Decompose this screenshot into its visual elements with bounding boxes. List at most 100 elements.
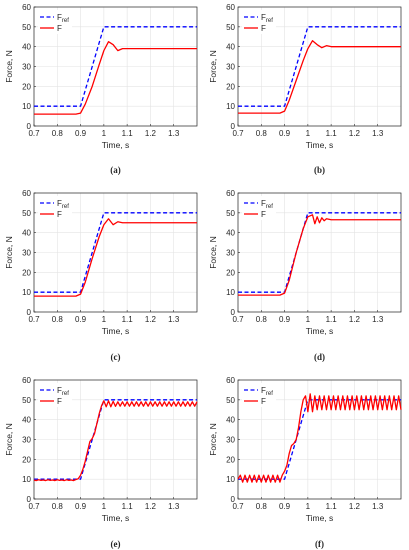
x-tick-label: 1 <box>102 502 107 511</box>
series-line-fref <box>238 26 401 107</box>
x-tick-label: 1.1 <box>326 502 338 511</box>
y-tick-label: 20 <box>226 455 235 464</box>
series-line-f <box>238 40 401 114</box>
legend-label-subscript: ref <box>62 204 69 210</box>
x-tick-label: 1.1 <box>122 502 134 511</box>
x-tick-label: 0.9 <box>75 502 87 511</box>
legend-label-subscript: ref <box>266 391 273 397</box>
x-tick-label: 0.7 <box>232 502 244 511</box>
series-line-fref <box>34 212 197 293</box>
series-line-f <box>34 41 197 115</box>
legend-box <box>38 196 72 220</box>
y-tick-label: 20 <box>22 268 31 277</box>
y-tick-label: 40 <box>226 416 235 425</box>
y-tick-label: 30 <box>226 63 235 72</box>
y-tick-label: 30 <box>22 436 31 445</box>
axes-box <box>237 192 402 313</box>
y-tick-label: 50 <box>226 209 235 218</box>
y-tick-label: 30 <box>22 63 31 72</box>
x-tick-label: 0.8 <box>52 129 64 138</box>
legend-box <box>242 10 276 34</box>
x-tick-label: 0.7 <box>28 129 40 138</box>
y-tick-label: 0 <box>231 495 236 504</box>
x-tick-label: 1.3 <box>372 315 384 324</box>
y-tick-label: 40 <box>22 43 31 52</box>
x-tick-label: 0.7 <box>232 129 244 138</box>
legend-label-subscript: ref <box>266 18 273 24</box>
y-tick-label: 50 <box>22 23 31 32</box>
x-tick-label: 1 <box>102 315 107 324</box>
y-tick-label: 0 <box>27 495 32 504</box>
legend-label: Fref <box>57 386 69 397</box>
x-tick-label: 1.1 <box>326 315 338 324</box>
y-tick-label: 60 <box>226 3 235 12</box>
axes-box <box>33 192 198 313</box>
x-axis-label: Time, s <box>102 326 130 336</box>
legend-label: F <box>57 24 62 33</box>
y-tick-label: 0 <box>27 308 32 317</box>
panel-caption: (c) <box>111 352 121 362</box>
legend-label: F <box>261 24 266 33</box>
y-tick-label: 40 <box>226 43 235 52</box>
y-tick-label: 0 <box>231 122 236 131</box>
y-tick-label: 10 <box>226 288 235 297</box>
y-tick-label: 30 <box>226 436 235 445</box>
axes-box <box>237 379 402 500</box>
x-tick-label: 0.7 <box>28 502 40 511</box>
series-line-f <box>238 214 401 296</box>
legend-box <box>242 196 276 220</box>
axes-box <box>237 6 402 127</box>
x-axis-label: Time, s <box>306 140 334 150</box>
x-tick-label: 0.9 <box>75 129 87 138</box>
y-tick-label: 40 <box>22 416 31 425</box>
y-tick-label: 60 <box>226 189 235 198</box>
legend-label: Fref <box>57 13 69 24</box>
y-tick-label: 0 <box>27 122 32 131</box>
y-tick-label: 20 <box>226 268 235 277</box>
x-tick-label: 1.2 <box>349 315 361 324</box>
y-axis-label: Force, N <box>208 50 218 83</box>
legend-label: Fref <box>261 13 273 24</box>
x-tick-label: 1.2 <box>349 129 361 138</box>
y-axis-label: Force, N <box>208 423 218 456</box>
legend-box <box>38 10 72 34</box>
legend-label: F <box>57 210 62 219</box>
y-tick-label: 10 <box>22 102 31 111</box>
legend-label: F <box>261 397 266 406</box>
legend-box <box>38 383 72 407</box>
x-tick-label: 1 <box>306 502 311 511</box>
y-tick-label: 20 <box>22 455 31 464</box>
series-line-f <box>237 393 402 483</box>
x-tick-label: 0.8 <box>256 502 268 511</box>
panel-caption: (e) <box>111 539 121 549</box>
x-tick-label: 1.3 <box>168 502 180 511</box>
x-tick-label: 1.3 <box>168 129 180 138</box>
x-tick-label: 1.3 <box>372 502 384 511</box>
x-tick-label: 0.9 <box>279 129 291 138</box>
legend-label: F <box>57 397 62 406</box>
y-axis-label: Force, N <box>4 423 14 456</box>
y-axis-label: Force, N <box>208 236 218 269</box>
x-axis-label: Time, s <box>102 513 130 523</box>
y-tick-label: 10 <box>22 288 31 297</box>
x-axis-label: Time, s <box>306 326 334 336</box>
x-tick-label: 1.2 <box>145 129 157 138</box>
legend-label-subscript: ref <box>266 204 273 210</box>
y-axis-label: Force, N <box>4 236 14 269</box>
x-tick-label: 1 <box>306 129 311 138</box>
y-tick-label: 50 <box>226 396 235 405</box>
y-tick-label: 40 <box>226 229 235 238</box>
panel-caption: (d) <box>314 352 325 362</box>
x-tick-label: 1 <box>102 129 107 138</box>
legend-box <box>242 383 276 407</box>
y-tick-label: 60 <box>22 189 31 198</box>
x-tick-label: 0.8 <box>256 129 268 138</box>
x-tick-label: 0.9 <box>279 502 291 511</box>
legend-label: Fref <box>261 199 273 210</box>
